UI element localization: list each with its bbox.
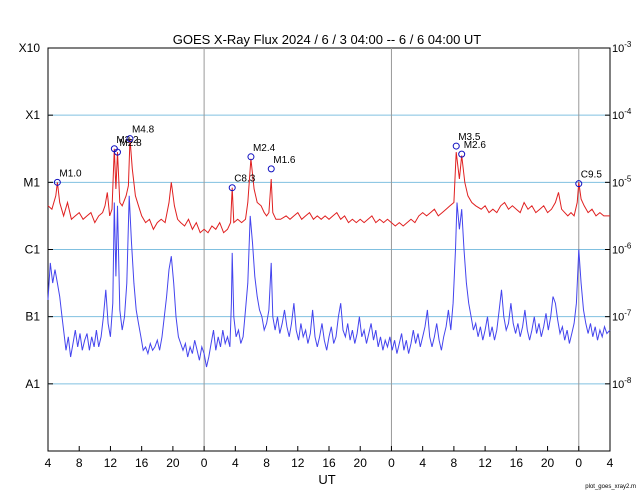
grid-lines	[48, 114, 610, 385]
flare-marker	[53, 178, 61, 186]
left-axis-label: M1	[23, 175, 40, 189]
x-axis-tick-label: 4	[45, 456, 52, 470]
flare-marker	[126, 135, 134, 143]
x-axis-tick-label: 20	[354, 456, 368, 470]
flare-marker	[267, 165, 275, 173]
chart-title: GOES X-Ray Flux 2024 / 6 / 3 04:00 -- 6 …	[173, 32, 482, 47]
x-axis-tick-label: 0	[201, 456, 208, 470]
right-axis-label: 10-8	[612, 376, 632, 391]
x-axis-tick-label: 16	[135, 456, 149, 470]
x-axis-tick-label: 12	[478, 456, 492, 470]
left-axis-labels: X10 X1 M1 C1 B1 A1	[19, 41, 53, 391]
x-axis-tick-label: 16	[510, 456, 524, 470]
x-axis-label: UT	[318, 472, 335, 487]
long-channel-line	[47, 138, 610, 234]
flare-label: M2.4	[253, 143, 276, 154]
left-axis-label: A1	[25, 377, 40, 391]
x-axis-tick-label: 8	[451, 456, 458, 470]
x-axis-tick-label: 20	[166, 456, 180, 470]
flare-label: C8.3	[234, 174, 256, 185]
flare-label: M2.8	[119, 138, 142, 149]
x-axis-tick-label: 0	[575, 456, 582, 470]
x-axis-tick-label: 4	[232, 456, 239, 470]
x-axis-tick-label: 4	[419, 456, 426, 470]
short-channel-line	[47, 195, 611, 368]
flare-label: C9.5	[581, 170, 603, 181]
flare-label: M4.8	[132, 125, 155, 136]
x-axis-tick-label: 12	[291, 456, 305, 470]
x-axis-tick-label: 20	[541, 456, 555, 470]
flare-label: M1.0	[59, 168, 82, 179]
flare-marker	[575, 180, 583, 188]
flare-marker	[452, 142, 460, 150]
left-axis-label: B1	[25, 310, 40, 324]
right-axis-label: 10-7	[612, 309, 632, 324]
x-axis-tick-label: 8	[263, 456, 270, 470]
series-lines	[47, 138, 611, 368]
x-axis-tick-label: 16	[322, 456, 336, 470]
flare-annotations: M1.0M3.2M2.8M4.8C8.3M2.4M1.6M3.5M2.6C9.5	[53, 125, 603, 192]
x-axis-tick-label: 0	[388, 456, 395, 470]
right-axis-label: 10-3	[612, 40, 632, 55]
flare-label: M1.6	[273, 155, 296, 166]
flare-marker	[228, 184, 236, 192]
right-axis-label: 10-5	[612, 174, 632, 189]
left-axis-label: X10	[19, 41, 41, 55]
footer-note: plot_goes_xray2.m	[585, 484, 636, 490]
x-axis-tick-label: 12	[104, 456, 118, 470]
x-axis-tick-label: 8	[76, 456, 83, 470]
flare-marker	[247, 153, 255, 161]
x-axis-ticks: 4 8 12 16 20 0 4 8 12 16 20 0 4 8 12 16 20 0 4	[45, 446, 614, 470]
flare-marker	[113, 148, 121, 156]
flare-label: M3.5	[458, 132, 481, 143]
left-axis-label: X1	[25, 108, 40, 122]
right-axis-label: 10-6	[612, 242, 632, 257]
left-axis-label: C1	[25, 243, 41, 257]
flare-label: M2.6	[464, 140, 487, 151]
flare-marker	[458, 150, 466, 158]
x-axis-tick-label: 4	[607, 456, 614, 470]
right-axis-label: 10-4	[612, 107, 632, 122]
